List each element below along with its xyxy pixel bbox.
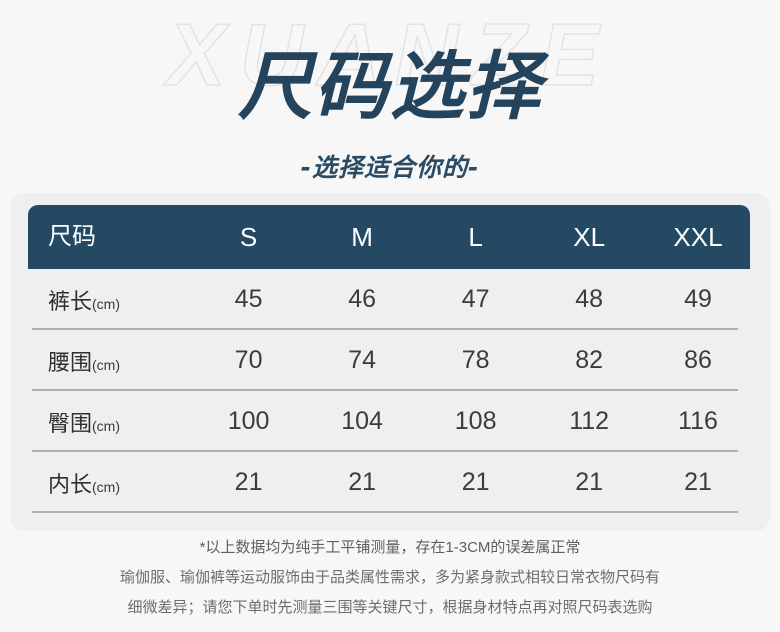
- column-header-l: L: [468, 222, 483, 252]
- row-label-text: 内长: [48, 471, 93, 497]
- cell-inseam-m: 21: [348, 468, 377, 496]
- row-label-text: 裤长: [48, 288, 93, 314]
- cell-hip-m: 104: [341, 407, 383, 435]
- row-label-pant-length: 裤长(cm): [28, 284, 192, 316]
- page-header: XUANZE 尺码选择 -选择适合你的-: [0, 0, 780, 193]
- page-subtitle: -选择适合你的-: [300, 153, 480, 182]
- note-line-measurement: *以上数据均为纯手工平铺测量，存在1-3CM的误差属正常: [199, 539, 581, 556]
- row-label-unit: (cm): [92, 417, 121, 434]
- row-label-unit: (cm): [92, 478, 121, 495]
- row-label-waist: 腰围(cm): [28, 345, 192, 377]
- cell-waist-m: 74: [348, 346, 377, 374]
- table-row: 臀围(cm) 100 104 108 112 116: [28, 391, 750, 452]
- row-label-unit: (cm): [92, 295, 121, 312]
- cell-waist-xl: 82: [575, 346, 604, 374]
- cell-pant-length-xxl: 49: [684, 285, 712, 313]
- column-header-xl: XL: [573, 222, 606, 252]
- row-label-text: 腰围: [48, 349, 93, 375]
- page-title: 尺码选择: [238, 44, 542, 130]
- cell-waist-s: 70: [234, 346, 263, 374]
- cell-pant-length-l: 47: [461, 285, 490, 313]
- cell-hip-xl: 112: [569, 407, 610, 435]
- row-label-inseam: 内长(cm): [28, 467, 192, 499]
- cell-pant-length-m: 46: [348, 285, 377, 313]
- table-row: 裤长(cm) 45 46 47 48 49: [28, 269, 750, 330]
- cell-inseam-xl: 21: [575, 468, 604, 496]
- note-line-fit-1: 瑜伽服、瑜伽裤等运动服饰由于品类属性需求，多为紧身款式相较日常衣物尺码有: [119, 569, 660, 586]
- column-header-m: M: [351, 222, 373, 252]
- cell-waist-xxl: 86: [684, 346, 712, 374]
- note-line-fit-2: 细微差异；请您下单时先测量三围等关键尺寸，根据身材特点再对照尺码表选购: [127, 599, 653, 616]
- cell-pant-length-s: 45: [234, 285, 263, 313]
- table-body: 裤长(cm) 45 46 47 48 49 腰围(cm) 70 74 78 82…: [28, 269, 750, 513]
- cell-inseam-l: 21: [461, 468, 490, 496]
- table-row: 内长(cm) 21 21 21 21 21: [28, 452, 750, 513]
- cell-inseam-s: 21: [234, 468, 263, 496]
- row-label-unit: (cm): [92, 356, 121, 373]
- cell-hip-l: 108: [454, 407, 497, 435]
- column-header-s: S: [239, 222, 258, 252]
- column-header-size: 尺码: [48, 223, 96, 250]
- watermark-text: XUANZE: [166, 5, 613, 105]
- column-header-xxl: XXL: [673, 222, 723, 252]
- table-row: 腰围(cm) 70 74 78 82 86: [28, 330, 750, 391]
- cell-waist-l: 78: [461, 346, 490, 374]
- size-chart-card: 尺码 S M L XL XXL 裤长(cm) 45 46 47 48 49 腰围…: [10, 193, 770, 531]
- cell-hip-s: 100: [227, 407, 270, 435]
- cell-pant-length-xl: 48: [575, 285, 604, 313]
- row-label-hip: 臀围(cm): [28, 406, 192, 438]
- footer-notes: *以上数据均为纯手工平铺测量，存在1-3CM的误差属正常 瑜伽服、瑜伽裤等运动服…: [0, 533, 780, 623]
- table-header-row: 尺码 S M L XL XXL: [28, 205, 750, 269]
- cell-inseam-xxl: 21: [684, 468, 712, 496]
- row-label-text: 臀围: [48, 410, 93, 436]
- cell-hip-xxl: 116: [678, 407, 718, 435]
